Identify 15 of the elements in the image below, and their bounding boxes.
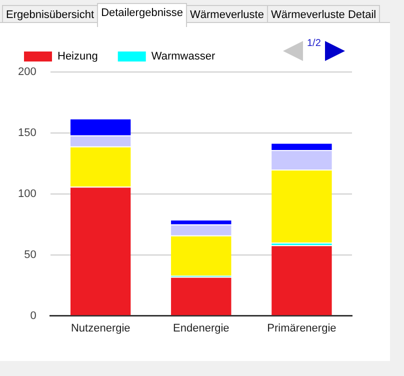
y-tick-label: 150 <box>18 126 36 139</box>
y-tick-label: 0 <box>30 310 36 322</box>
text: Ergebnisübersicht <box>2 5 98 26</box>
x-tick-label: Endenergie <box>173 322 230 334</box>
text: 1/2 <box>307 38 321 49</box>
text: Wärmeverluste Detail <box>266 5 380 26</box>
legend-label: Warmwasser <box>151 50 216 63</box>
y-tick-label: 50 <box>24 248 36 261</box>
y-tick-label: 100 <box>18 188 36 200</box>
y-tick-label: 200 <box>18 66 36 78</box>
text: Wärmeverluste <box>186 5 268 26</box>
text: Detailergebnisse <box>97 3 187 27</box>
legend-label: Heizung <box>58 50 98 63</box>
x-tick-label: Nutzenergie <box>70 322 130 334</box>
x-tick-label: Primärenergie <box>267 322 336 334</box>
